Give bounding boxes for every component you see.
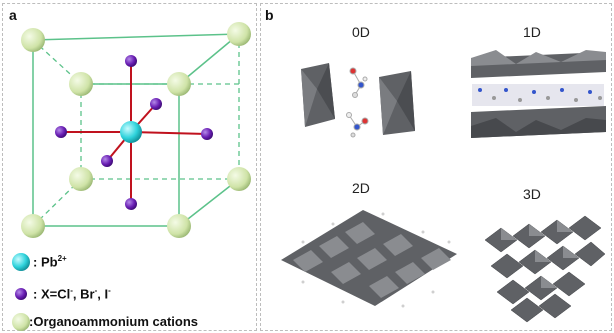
label-1d: 1D [523,24,541,40]
halide-atom [125,55,137,67]
legend-pb-label: : Pb2+ [33,254,67,270]
organic-cation [346,67,369,138]
legend-halide-label: : X=Cl-, Br-, I- [33,286,111,302]
halide-atom [201,128,213,140]
octahedron [379,71,415,135]
organic-layer [472,84,604,106]
cation-atom [21,214,45,238]
panel-b-letter: b [265,7,274,23]
label-2d: 2D [352,180,370,196]
octahedron-chain-top [471,50,606,78]
legend-cation-swatch [12,313,30,331]
halide-atom [55,126,67,138]
perovskite-unit-cell-diagram [21,22,251,238]
octahedron [301,63,335,127]
cation-atom [69,72,93,96]
panel-a: a [2,3,257,331]
panel-a-letter: a [9,7,17,23]
lead-atom [120,121,142,143]
halide-atom [150,98,162,110]
cation-atom [227,22,251,46]
cation-atom [167,214,191,238]
label-3d: 3D [523,186,541,202]
legend-swatches [12,253,30,331]
cation-atom [21,28,45,52]
legend-cation-label: :Organoammonium cations [29,314,199,329]
structure-2d [281,210,457,308]
halide-atom [125,198,137,210]
cation-atom [227,167,251,191]
cation-atom [69,167,93,191]
halide-atom [101,155,113,167]
legend-halide-swatch [15,288,27,300]
cube-front-edges [32,33,240,227]
legend-pb-swatch [12,253,30,271]
label-0d: 0D [352,24,370,40]
panel-b: b 0D 1D 2D 3D [260,3,612,331]
octahedron-chain-bottom [471,106,606,138]
structure-1d [471,50,606,138]
structure-3d [484,215,606,323]
structure-0d [301,63,415,138]
cation-atom [167,72,191,96]
